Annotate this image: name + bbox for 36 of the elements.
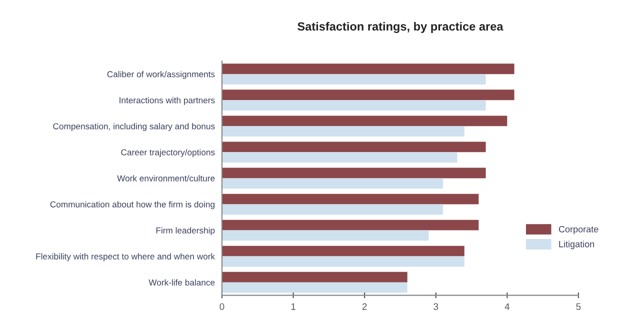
bar — [222, 230, 429, 241]
legend-label: Litigation — [559, 240, 594, 250]
bar — [222, 272, 408, 282]
bar — [222, 168, 486, 178]
y-tick-label: Career trajectory/options — [121, 149, 215, 158]
bar — [222, 142, 486, 152]
y-tick-label: Communication about how the firm is doing — [50, 201, 214, 210]
bar — [222, 116, 508, 126]
bar — [222, 64, 514, 74]
bar — [222, 126, 464, 137]
bar — [222, 194, 479, 204]
bar — [222, 220, 479, 230]
y-tick-label: Interactions with partners — [120, 96, 215, 106]
bar — [222, 282, 408, 293]
y-tick-label: Caliber of work/assignments — [107, 70, 215, 79]
chart-title: Satisfaction ratings, by practice area — [298, 22, 504, 33]
x-tick-label: 0 — [220, 303, 224, 310]
bar — [222, 246, 464, 256]
bar — [222, 178, 443, 189]
bar — [222, 256, 464, 267]
y-tick-label: Work environment/culture — [117, 175, 215, 182]
x-tick-label: 1 — [291, 303, 296, 310]
bar — [222, 100, 486, 111]
x-tick-label: 3 — [434, 303, 438, 310]
x-tick-label: 2 — [362, 303, 367, 310]
y-tick-label: Compensation, including salary and bonus — [53, 123, 215, 132]
x-tick-label: 4 — [504, 303, 510, 310]
y-tick-label: Work-life balance — [148, 279, 215, 286]
y-tick-label: Flexibility with respect to where and when work — [36, 253, 216, 262]
bar — [222, 204, 443, 215]
bar — [222, 152, 458, 163]
bar — [222, 74, 486, 84]
bar — [222, 90, 514, 100]
x-tick-label: 5 — [576, 303, 581, 310]
y-tick-label: Firm leadership — [156, 227, 215, 236]
legend-label: Corporate — [558, 226, 598, 234]
